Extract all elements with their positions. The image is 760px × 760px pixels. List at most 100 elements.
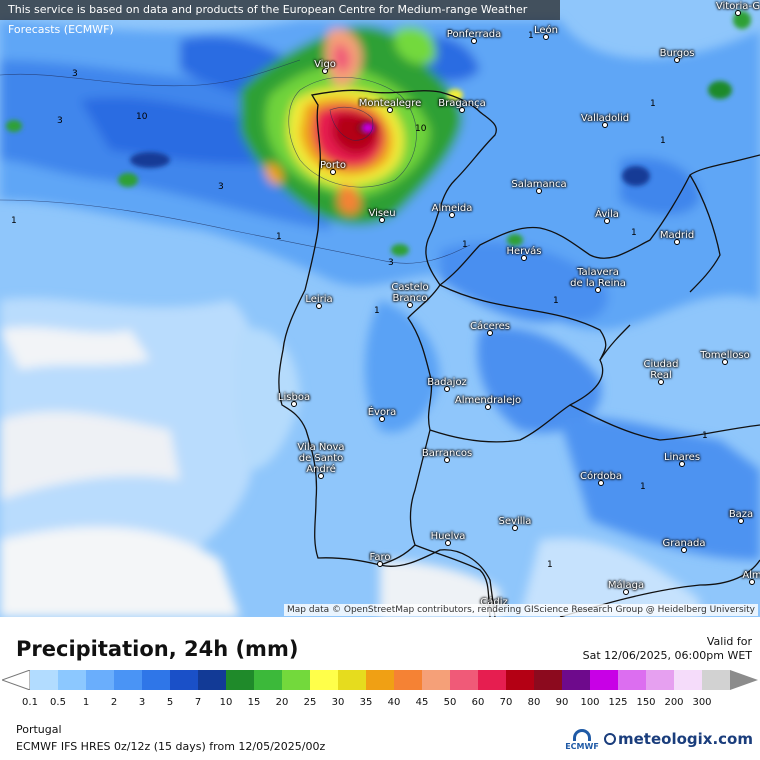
ecmwf-logo: ECMWF: [562, 729, 602, 751]
contour-lines: [0, 59, 471, 264]
precipitation-map[interactable]: This service is based on data and produc…: [0, 0, 760, 617]
ecmwf-logo-icon: [573, 729, 591, 741]
city-label[interactable]: Burgos: [659, 48, 695, 59]
city-label[interactable]: Granada: [662, 538, 706, 549]
city-marker: [521, 255, 527, 261]
city-label[interactable]: Castelo Branco: [391, 282, 429, 304]
city-marker: [379, 217, 385, 223]
city-label[interactable]: Ciudad Real: [643, 359, 679, 381]
color-scale-bar: [2, 670, 758, 690]
city-marker: [407, 302, 413, 308]
scale-tick-label: 5: [166, 697, 174, 708]
scale-swatch: [114, 670, 143, 690]
city-label[interactable]: León: [533, 25, 559, 36]
city-label[interactable]: Cáceres: [469, 321, 511, 332]
scale-arrow-high: [730, 670, 758, 690]
scale-tick-label: 2: [110, 697, 118, 708]
valid-time[interactable]: Sat 12/06/2025, 06:00pm WET: [582, 649, 752, 662]
scale-tick-label: 1: [82, 697, 90, 708]
contour-value-label: 1: [640, 482, 646, 492]
city-label[interactable]: Ávila: [595, 209, 619, 220]
city-label[interactable]: Córdoba: [580, 471, 622, 482]
city-marker: [658, 379, 664, 385]
scale-swatch: [86, 670, 115, 690]
meteologix-globe-icon: [604, 733, 616, 745]
city-label[interactable]: Cádiz: [480, 597, 508, 608]
city-label[interactable]: Málaga: [607, 580, 645, 591]
scale-swatch: [142, 670, 171, 690]
city-marker: [445, 540, 451, 546]
scale-swatch: [198, 670, 227, 690]
city-marker: [444, 386, 450, 392]
city-label[interactable]: Viseu: [368, 208, 396, 219]
city-label[interactable]: Valladolid: [580, 113, 630, 124]
city-label[interactable]: Barrancos: [421, 448, 473, 459]
city-label[interactable]: Talavera de la Reina: [570, 267, 626, 289]
contour-value-label: 1: [650, 99, 656, 109]
city-marker: [738, 518, 744, 524]
scale-swatch: [590, 670, 619, 690]
city-label[interactable]: Almeida: [431, 203, 473, 214]
model-info[interactable]: ECMWF IFS HRES 0z/12z (15 days) from 12/…: [16, 740, 326, 753]
scale-swatch: [394, 670, 423, 690]
city-label[interactable]: Leiria: [305, 294, 333, 305]
city-label[interactable]: Sevilla: [498, 516, 532, 527]
city-marker: [471, 38, 477, 44]
city-marker: [602, 122, 608, 128]
city-label[interactable]: Salamanca: [511, 179, 567, 190]
scale-tick-label: 60: [471, 697, 485, 708]
city-label[interactable]: Évora: [367, 407, 397, 418]
contour-value-label: 3: [218, 182, 224, 192]
scale-tick-label: 0.1: [22, 697, 38, 708]
city-marker: [377, 561, 383, 567]
scale-tick-label: 50: [443, 697, 457, 708]
scale-swatch: [58, 670, 87, 690]
city-marker: [379, 416, 385, 422]
scale-tick-label: 100: [580, 697, 600, 708]
contour-value-label: 10: [415, 124, 427, 134]
city-label[interactable]: Lisboa: [277, 392, 311, 403]
city-label[interactable]: Alm: [742, 570, 760, 581]
city-label[interactable]: Bragança: [438, 98, 486, 109]
city-label[interactable]: Porto: [320, 160, 346, 171]
scale-tick-label: 10: [219, 697, 233, 708]
city-label[interactable]: Tomelloso: [700, 350, 750, 361]
city-marker: [623, 589, 629, 595]
meteologix-logo[interactable]: meteologix.com: [604, 730, 753, 748]
scale-swatch: [30, 670, 59, 690]
city-label[interactable]: Hervás: [506, 246, 542, 257]
scale-tick-label: 70: [499, 697, 513, 708]
city-label[interactable]: Vitoria-G: [715, 1, 760, 12]
scale-swatch: [450, 670, 479, 690]
city-marker: [316, 303, 322, 309]
city-label[interactable]: Madrid: [659, 230, 695, 241]
city-label[interactable]: Almendralejo: [454, 395, 522, 406]
scale-tick-label: 15: [247, 697, 261, 708]
map-title: Precipitation, 24h (mm): [16, 637, 299, 661]
city-label[interactable]: Montealegre: [358, 98, 422, 109]
scale-tick-label: 25: [303, 697, 317, 708]
city-marker: [536, 188, 542, 194]
scale-swatch: [702, 670, 731, 690]
map-attribution[interactable]: Map data © OpenStreetMap contributors, r…: [284, 604, 758, 616]
city-label[interactable]: Baza: [728, 509, 754, 520]
valid-label: Valid for: [706, 635, 752, 648]
city-label[interactable]: Linares: [663, 452, 701, 463]
city-label[interactable]: Vila Nova de Santo André: [297, 442, 345, 475]
city-marker: [604, 218, 610, 224]
precip-cores: [6, 11, 751, 256]
scale-tick-label: 125: [608, 697, 628, 708]
city-label[interactable]: Vigo: [314, 59, 336, 70]
city-label[interactable]: Faro: [369, 552, 391, 563]
region-name[interactable]: Portugal: [16, 723, 62, 736]
brand-text: meteologix.com: [618, 730, 753, 748]
city-label[interactable]: Badajoz: [427, 377, 467, 388]
city-marker: [679, 461, 685, 467]
contour-value-label: 1: [276, 232, 282, 242]
city-marker: [512, 525, 518, 531]
scale-swatch: [478, 670, 507, 690]
city-label[interactable]: Huelva: [430, 531, 466, 542]
city-marker: [485, 404, 491, 410]
city-label[interactable]: Ponferrada: [446, 29, 502, 40]
scale-swatch: [170, 670, 199, 690]
